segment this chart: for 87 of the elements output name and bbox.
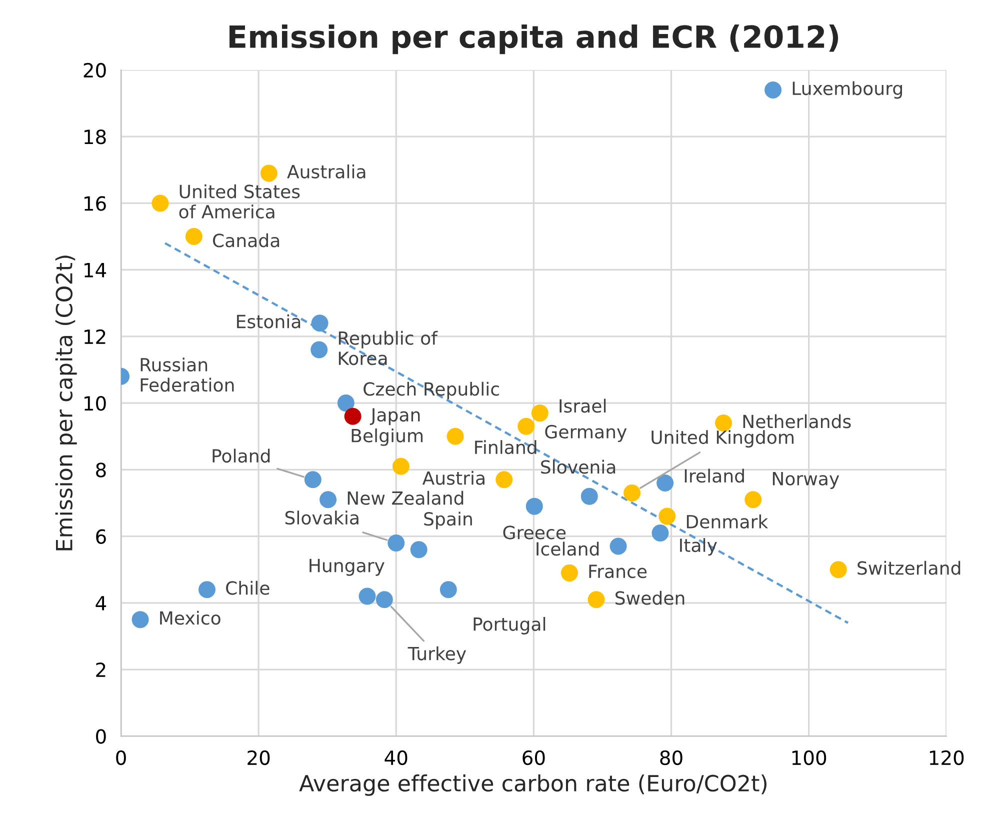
- point: [580, 488, 598, 505]
- point: [337, 394, 354, 412]
- x-tick-label: 0: [116, 750, 126, 766]
- point: [446, 428, 464, 445]
- annotation: Spain: [424, 512, 472, 530]
- annotation: France: [589, 564, 647, 578]
- chart-title: Emission per capita and ECR (2012): [230, 24, 838, 54]
- y-tick-label: 16: [84, 196, 106, 211]
- annotation: Netherlands: [743, 414, 851, 428]
- point: [388, 534, 405, 552]
- annotation: Canada: [213, 233, 280, 248]
- point: [526, 498, 543, 515]
- point: [311, 314, 328, 332]
- annotation: Switzerland: [858, 560, 960, 575]
- point: [152, 194, 169, 212]
- point: [744, 491, 762, 508]
- annotation: Germany: [545, 424, 627, 442]
- annotation: Norway: [772, 472, 840, 489]
- x-tick-label: 20: [248, 750, 270, 766]
- annotation: Hungary: [310, 558, 384, 576]
- point: [260, 164, 278, 182]
- y-axis-title: Emission per capita (CO2t): [55, 256, 77, 550]
- annotation: Turkey: [408, 646, 466, 664]
- point: [376, 591, 393, 608]
- x-tick-label: 100: [792, 750, 826, 766]
- point: [652, 524, 669, 542]
- y-tick-label: 10: [84, 396, 106, 411]
- point: [830, 561, 847, 578]
- point: [440, 581, 457, 598]
- y-tick-label: 8: [96, 462, 106, 478]
- y-tick-label: 4: [96, 596, 106, 610]
- point: [496, 471, 513, 488]
- annotation: Portugal: [474, 616, 546, 634]
- y-tick-label: 0: [96, 729, 106, 744]
- annotation: Australia: [287, 164, 366, 178]
- point: [588, 591, 605, 608]
- point: [410, 541, 428, 558]
- point: [624, 484, 641, 502]
- annotation: New Zealand: [348, 490, 464, 505]
- y-tick-label: 12: [84, 329, 106, 344]
- y-tick-label: 20: [84, 62, 106, 78]
- annotation: United Kingdom: [652, 430, 794, 448]
- point: [518, 418, 535, 435]
- point: [764, 81, 782, 98]
- annotation: Luxembourg: [792, 81, 902, 99]
- point: [320, 491, 337, 508]
- annotation: United States of America: [179, 184, 300, 219]
- y-tick-label: 2: [96, 662, 106, 677]
- annotation: Austria: [422, 470, 484, 485]
- y-tick-label: 14: [84, 263, 106, 278]
- annotation: Poland: [212, 448, 270, 463]
- x-axis-title: Average effective carbon rate (Euro/CO2t): [299, 774, 766, 796]
- point: [392, 458, 410, 475]
- annotation: Russian Federation: [140, 358, 234, 392]
- y-tick-label: 18: [84, 130, 106, 144]
- point: [610, 538, 627, 555]
- point: [560, 564, 578, 582]
- annotation: Denmark: [686, 514, 768, 528]
- annotation: Italy: [680, 538, 717, 556]
- annotation: Iceland: [536, 542, 599, 556]
- x-tick-label: 60: [522, 750, 545, 766]
- point: [198, 581, 216, 598]
- annotation: Mexico: [160, 610, 220, 625]
- point: [185, 228, 202, 246]
- annotation: Belgium: [352, 428, 423, 446]
- point: [310, 341, 328, 358]
- annotation: Estonia: [237, 314, 300, 328]
- annotation: Greece: [503, 526, 566, 540]
- annotation: Sweden: [616, 590, 684, 605]
- annotation: Israel: [560, 398, 606, 413]
- annotation: Republic of Korea: [338, 330, 438, 366]
- point: [358, 588, 376, 605]
- point: [344, 408, 362, 425]
- x-tick-label: 80: [660, 750, 682, 766]
- point: [531, 404, 548, 422]
- x-tick-label: 40: [384, 750, 408, 766]
- annotation: Czech Republic: [364, 382, 499, 400]
- annotation: Ireland: [684, 468, 744, 483]
- point: [132, 611, 149, 628]
- annotation: Japan: [370, 408, 420, 426]
- point: [656, 474, 674, 492]
- point: [304, 471, 322, 488]
- y-tick-label: 6: [96, 529, 106, 544]
- point: [658, 508, 676, 525]
- annotation: Slovakia: [285, 510, 358, 525]
- annotation: Chile: [226, 580, 270, 595]
- x-tick-label: 120: [930, 750, 964, 766]
